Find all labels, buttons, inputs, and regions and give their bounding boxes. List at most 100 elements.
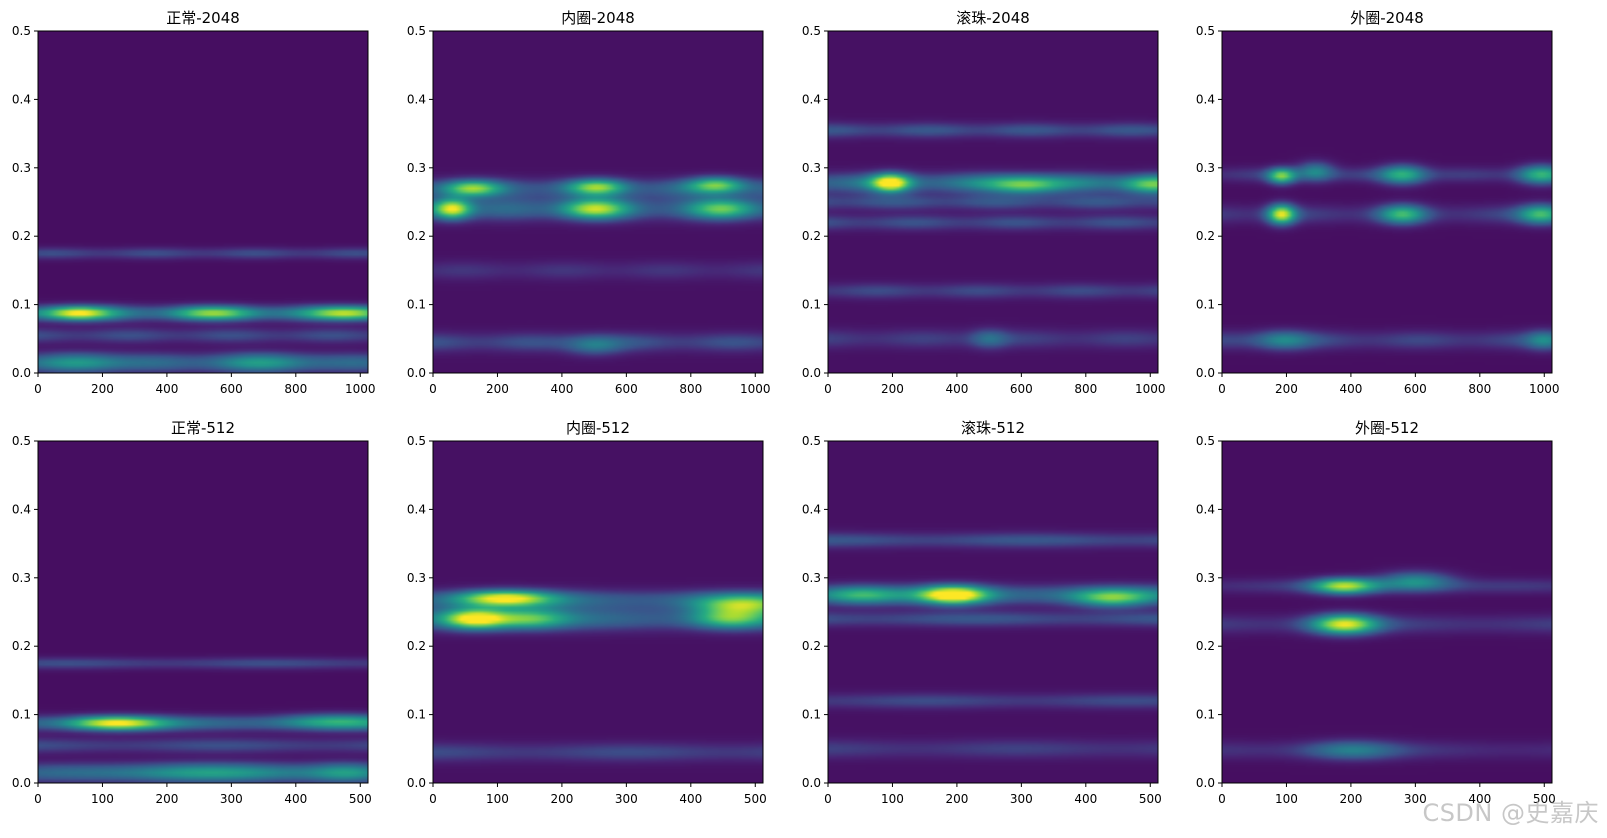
y-tick-label: 0.4 — [12, 92, 31, 106]
y-tick-label: 0.5 — [1196, 434, 1215, 448]
y-tick-label: 0.2 — [1196, 229, 1215, 243]
y-tick-label: 0.3 — [407, 161, 426, 175]
x-tick-label: 300 — [220, 792, 243, 806]
y-tick-label: 0.3 — [1196, 571, 1215, 585]
heatmap-image — [1222, 441, 1552, 783]
x-tick-label: 100 — [486, 792, 509, 806]
x-tick-label: 0 — [429, 382, 437, 396]
x-tick-label: 200 — [155, 792, 178, 806]
y-tick-label: 0.4 — [1196, 502, 1215, 516]
axes-frame — [37, 440, 369, 784]
y-tick-label: 0.5 — [407, 434, 426, 448]
y-tick-label: 0.5 — [12, 24, 31, 38]
y-tick-label: 0.2 — [407, 639, 426, 653]
y-tick-label: 0.2 — [1196, 639, 1215, 653]
x-tick-label: 600 — [1010, 382, 1033, 396]
x-tick-label: 800 — [1468, 382, 1491, 396]
y-tick-label: 0.3 — [1196, 161, 1215, 175]
y-tick-label: 0.3 — [802, 571, 821, 585]
y-tick-label: 0.0 — [407, 366, 426, 380]
x-tick-label: 300 — [1404, 792, 1427, 806]
axes-frame — [827, 440, 1159, 784]
heatmap-panel: 外圈-512 0 100 200 300 400 500 0.0 0.1 0.2 0.3 0.4 0.5 — [1196, 419, 1556, 806]
y-tick-label: 0.4 — [802, 92, 821, 106]
panel-title: 外圈-2048 — [1350, 9, 1424, 27]
x-tick-label: 100 — [91, 792, 114, 806]
axes-frame — [432, 440, 764, 784]
x-tick-label: 0 — [824, 792, 832, 806]
x-tick-label: 800 — [679, 382, 702, 396]
panel-title: 外圈-512 — [1355, 419, 1419, 437]
x-tick-label: 600 — [220, 382, 243, 396]
x-tick-label: 500 — [1533, 792, 1556, 806]
panel-title: 正常-2048 — [166, 9, 240, 27]
panel-title: 正常-512 — [171, 419, 235, 437]
x-tick-label: 400 — [679, 792, 702, 806]
panel-title: 内圈-512 — [566, 419, 630, 437]
y-tick-label: 0.4 — [1196, 92, 1215, 106]
heatmap-image — [433, 441, 763, 783]
panel-title: 滚珠-2048 — [956, 9, 1030, 27]
x-tick-label: 500 — [1139, 792, 1162, 806]
x-tick-label: 1000 — [740, 382, 771, 396]
heatmap-panel: 正常-512 0 100 200 300 400 500 0.0 0.1 0.2 0.3 0.4 0.5 — [12, 419, 372, 806]
y-tick-label: 0.5 — [12, 434, 31, 448]
x-tick-label: 0 — [34, 382, 42, 396]
x-tick-label: 600 — [1404, 382, 1427, 396]
y-tick-label: 0.0 — [1196, 366, 1215, 380]
heatmap-panel: 内圈-2048 0 200 400 600 800 1000 0.0 0.1 0.2 0.3 0.4 0… — [407, 9, 771, 396]
y-tick-label: 0.3 — [407, 571, 426, 585]
x-tick-label: 400 — [1468, 792, 1491, 806]
heatmap-image — [828, 31, 1158, 373]
heatmap-image — [1222, 31, 1552, 373]
y-tick-label: 0.1 — [802, 708, 821, 722]
x-tick-label: 400 — [945, 382, 968, 396]
x-tick-label: 200 — [1339, 792, 1362, 806]
y-tick-label: 0.1 — [407, 708, 426, 722]
y-tick-label: 0.5 — [407, 24, 426, 38]
y-tick-label: 0.1 — [1196, 708, 1215, 722]
x-tick-label: 300 — [1010, 792, 1033, 806]
x-tick-label: 200 — [486, 382, 509, 396]
x-tick-label: 100 — [1275, 792, 1298, 806]
heatmap-image — [433, 31, 763, 373]
heatmap-image — [38, 441, 368, 783]
y-tick-label: 0.2 — [12, 229, 31, 243]
x-tick-label: 500 — [349, 792, 372, 806]
y-tick-label: 0.3 — [802, 161, 821, 175]
x-tick-label: 800 — [284, 382, 307, 396]
heatmap-panel: 内圈-512 0 100 200 300 400 500 0.0 0.1 0.2 0.3 0.4 0.5 — [407, 419, 767, 806]
y-tick-label: 0.4 — [802, 502, 821, 516]
panel-title: 滚珠-512 — [961, 419, 1025, 437]
x-tick-label: 400 — [1339, 382, 1362, 396]
y-tick-label: 0.0 — [802, 776, 821, 790]
heatmap-image — [38, 31, 368, 373]
axes-frame — [37, 30, 369, 374]
y-tick-label: 0.5 — [1196, 24, 1215, 38]
x-tick-label: 0 — [824, 382, 832, 396]
x-tick-label: 1000 — [1529, 382, 1560, 396]
x-tick-label: 200 — [945, 792, 968, 806]
y-tick-label: 0.2 — [407, 229, 426, 243]
y-tick-label: 0.0 — [1196, 776, 1215, 790]
x-tick-label: 400 — [550, 382, 573, 396]
watermark: CSDN @史嘉庆 — [1422, 799, 1599, 827]
y-tick-label: 0.0 — [12, 776, 31, 790]
y-tick-label: 0.4 — [407, 502, 426, 516]
x-tick-label: 200 — [1275, 382, 1298, 396]
x-tick-label: 400 — [284, 792, 307, 806]
y-tick-label: 0.0 — [802, 366, 821, 380]
x-tick-label: 400 — [1074, 792, 1097, 806]
x-tick-label: 500 — [744, 792, 767, 806]
y-tick-label: 0.2 — [802, 639, 821, 653]
y-tick-label: 0.0 — [12, 366, 31, 380]
y-tick-label: 0.4 — [407, 92, 426, 106]
y-tick-label: 0.3 — [12, 571, 31, 585]
heatmap-panel: 外圈-2048 0 200 400 600 800 1000 0.0 0.1 0.2 0.3 0.4 0… — [1196, 9, 1560, 396]
x-tick-label: 0 — [1218, 792, 1226, 806]
heatmap-image — [828, 441, 1158, 783]
y-tick-label: 0.2 — [12, 639, 31, 653]
panel-title: 内圈-2048 — [561, 9, 635, 27]
x-tick-label: 200 — [881, 382, 904, 396]
